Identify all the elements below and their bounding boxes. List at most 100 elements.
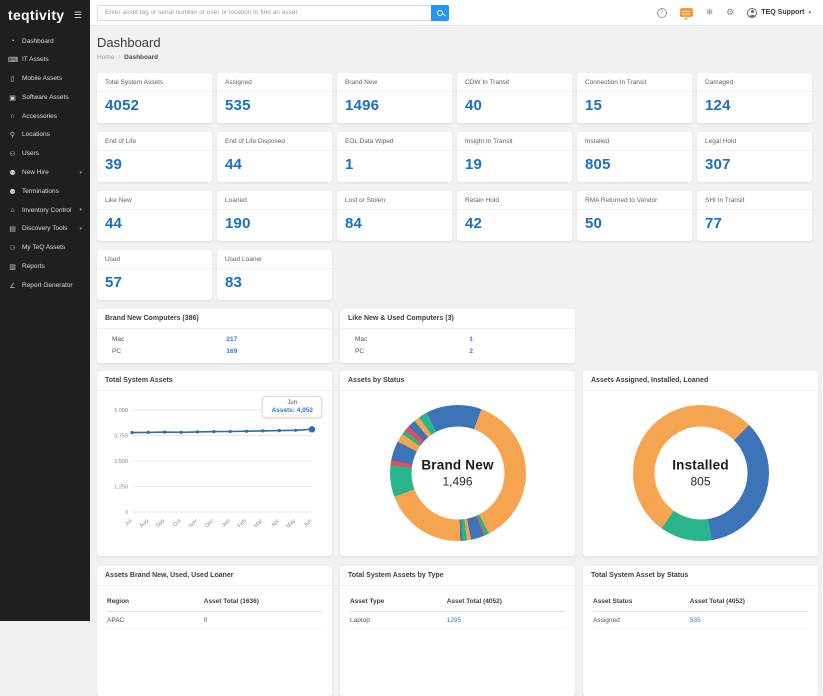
stat-card-used[interactable]: Used 57 (97, 250, 212, 300)
donut-chart[interactable]: Installed 805 (632, 404, 769, 541)
users-icon: ⚇ (9, 150, 16, 158)
sidebar-item-software-assets[interactable]: ▣ Software Assets (0, 88, 90, 107)
stat-card-value[interactable]: 19 (465, 156, 483, 173)
settings-gear-icon[interactable]: ⚙ (726, 7, 735, 17)
stat-card-total-system-assets[interactable]: Total System Assets 4052 (97, 73, 212, 123)
sidebar-item-label: Software Assets (22, 94, 69, 101)
stat-card-value[interactable]: 805 (585, 156, 611, 173)
help-icon[interactable]: ? (656, 7, 667, 18)
stat-card-loaned[interactable]: Loaned 190 (217, 191, 332, 241)
donut-chart[interactable]: Brand New 1,496 (389, 404, 526, 541)
stat-card-end-of-life-disposed[interactable]: End of Life Disposed 44 (217, 132, 332, 182)
sidebar-item-new-hire[interactable]: ⚉ New Hire ▾ (0, 163, 90, 182)
user-avatar-icon (747, 7, 758, 18)
stat-card-value[interactable]: 50 (585, 215, 603, 232)
stat-card-grid: Total System Assets 4052 Assigned 535 Brand … (97, 73, 815, 300)
main-area: ? ❄ ⚙ TEQ Support ▾ Dashboard Home / Das… (90, 0, 823, 696)
stat-card-value[interactable]: 124 (705, 97, 731, 114)
summary-row-label: Mac (112, 335, 125, 343)
stat-card-value[interactable]: 44 (105, 215, 123, 232)
table-col-header: Asset Total (1636) (203, 598, 259, 605)
summary-row-value[interactable]: 217 (226, 335, 238, 343)
accessories-icon: ∩ (9, 112, 16, 120)
stat-card-value[interactable]: 77 (705, 215, 723, 232)
table-col-header: Region (107, 598, 130, 605)
sidebar-item-terminations[interactable]: ⚈ Terminations (0, 182, 90, 201)
stat-card-value[interactable]: 4052 (105, 97, 140, 114)
stat-card-value[interactable]: 1496 (345, 97, 380, 114)
stat-card-value[interactable]: 42 (465, 215, 483, 232)
stat-card-installed[interactable]: Installed 805 (577, 132, 692, 182)
stat-card-value[interactable]: 39 (105, 156, 123, 173)
sidebar-item-reports[interactable]: ▥ Reports (0, 257, 90, 276)
svg-text:Jun: Jun (303, 518, 314, 529)
chat-icon[interactable] (679, 8, 693, 20)
sidebar-item-users[interactable]: ⚇ Users (0, 144, 90, 163)
stat-card-end-of-life[interactable]: End of Life 39 (97, 132, 212, 182)
stat-card-brand-new[interactable]: Brand New 1496 (337, 73, 452, 123)
sidebar-item-inventory-control[interactable]: ⌂ Inventory Control ▾ (0, 201, 90, 219)
stat-card-shi-in-transit[interactable]: SHI In Transit 77 (697, 191, 812, 241)
stat-card-value[interactable]: 83 (225, 274, 243, 291)
summary-row-value[interactable]: 2 (469, 347, 474, 355)
svg-text:0: 0 (125, 510, 128, 516)
stat-card-value[interactable]: 535 (225, 97, 251, 114)
line-chart[interactable]: 0 1,250 2,500 3,750 5,000 Jul Aug Sep Oct Nov Dec J… (97, 394, 332, 552)
integrations-icon[interactable]: ❄ (705, 7, 714, 17)
table-col-header: Asset Status (593, 598, 633, 605)
stat-card-lost-or-stolen[interactable]: Lost or Stolen 84 (337, 191, 452, 241)
stat-card-assigned[interactable]: Assigned 535 (217, 73, 332, 123)
sidebar-item-report-generator[interactable]: ∠ Report Generator (0, 276, 90, 295)
stat-card-used-loaner[interactable]: Used Loaner 83 (217, 250, 332, 300)
stat-card-label: Like New (97, 191, 212, 210)
svg-text:Apr: Apr (270, 518, 280, 528)
sidebar-item-label: Users (22, 150, 39, 157)
stat-card-value[interactable]: 84 (345, 215, 363, 232)
stat-card-value[interactable]: 40 (465, 97, 483, 114)
stat-card-value[interactable]: 57 (105, 274, 123, 291)
locations-icon: ⚲ (9, 131, 16, 139)
search-button[interactable] (431, 4, 449, 21)
stat-card-value[interactable]: 44 (225, 156, 243, 173)
stat-card-value[interactable]: 1 (345, 156, 354, 173)
sidebar-item-mobile-assets[interactable]: ▯ Mobile Assets (0, 69, 90, 88)
sidebar-item-it-assets[interactable]: ⌨ IT Assets (0, 50, 90, 69)
summary-row-value[interactable]: 169 (226, 347, 238, 355)
mobile-assets-icon: ▯ (10, 75, 15, 83)
stat-card-like-new[interactable]: Like New 44 (97, 191, 212, 241)
svg-text:5,000: 5,000 (114, 408, 128, 414)
sidebar-item-locations[interactable]: ⚲ Locations (0, 125, 90, 144)
table-card: Assets Brand New, Used, Used Loaner Regi… (97, 566, 332, 696)
app-logo[interactable]: teqtivity (8, 7, 65, 23)
stat-card-value[interactable]: 190 (225, 215, 251, 232)
sidebar-item-dashboard[interactable]: ◔ Dashboard (0, 32, 90, 50)
stat-card-legal-hold[interactable]: Legal Hold 307 (697, 132, 812, 182)
stat-card-rma-returned-to-vendor[interactable]: RMA Returned to Vendor 50 (577, 191, 692, 241)
sidebar-item-discovery-tools[interactable]: ▤ Discovery Tools ▾ (0, 219, 90, 238)
sidebar-item-my-teq-assets[interactable]: ⚆ My TeQ Assets (0, 238, 90, 257)
hamburger-icon[interactable]: ☰ (73, 9, 82, 20)
stat-card-insight-in-transit[interactable]: Insight In Transit 19 (457, 132, 572, 182)
page-title: Dashboard (97, 35, 161, 50)
summary-row-value[interactable]: 1 (469, 335, 474, 343)
stat-card-eol-data-wiped[interactable]: EOL Data Wiped 1 (337, 132, 452, 182)
user-menu[interactable]: TEQ Support ▾ (747, 7, 811, 18)
stat-card-value[interactable]: 15 (585, 97, 603, 114)
search-input[interactable] (97, 4, 431, 21)
breadcrumb-home[interactable]: Home (97, 54, 115, 61)
stat-card-damaged[interactable]: Damaged 124 (697, 73, 812, 123)
sidebar-item-label: Inventory Control (22, 206, 72, 214)
summary-row-item: PC 169 (97, 345, 332, 357)
stat-card-value[interactable]: 307 (705, 156, 731, 173)
stat-card-retain-hold[interactable]: Retain Hold 42 (457, 191, 572, 241)
stat-card-cdw-in-transit[interactable]: CDW In Transit 40 (457, 73, 572, 123)
terminations-icon: ⚈ (9, 188, 16, 196)
stat-card-label: Installed (577, 132, 692, 151)
sidebar-item-accessories[interactable]: ∩ Accessories (0, 107, 90, 125)
summary-row-item: PC 2 (340, 345, 575, 357)
sidebar: teqtivity ☰ ◔ Dashboard ⌨ IT Assets ▯ Mobile … (0, 0, 90, 621)
tooltip-value: Assets: 4,052 (271, 407, 313, 414)
stat-card-connection-in-transit[interactable]: Connection In Transit 15 (577, 73, 692, 123)
sidebar-menu: ◔ Dashboard ⌨ IT Assets ▯ Mobile Assets ▣ Softw… (0, 32, 90, 295)
table-card-title: Assets Brand New, Used, Used Loaner (97, 566, 332, 586)
